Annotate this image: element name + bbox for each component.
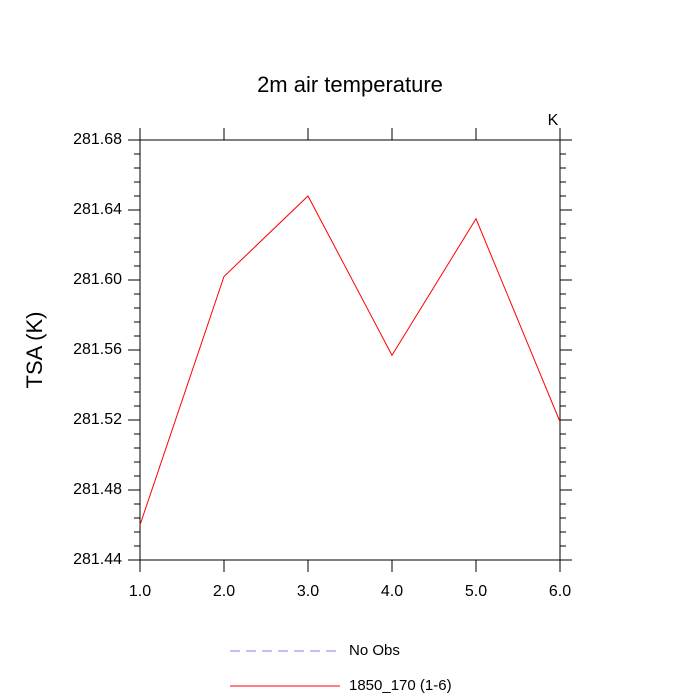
y-tick-label: 281.52 — [73, 411, 122, 428]
series-line — [139, 195, 561, 526]
x-tick-label: 1.0 — [129, 583, 151, 600]
legend-label: No Obs — [349, 642, 400, 659]
x-tick-label: 4.0 — [381, 583, 403, 600]
y-tick-label: 281.68 — [73, 131, 122, 148]
plot-frame — [139, 139, 561, 561]
y-tick-label: 281.56 — [73, 341, 122, 358]
units-label: K — [548, 112, 559, 129]
x-tick-label: 3.0 — [297, 583, 319, 600]
legend-label: 1850_170 (1-6) — [349, 677, 452, 694]
y-axis-label: TSA (K) — [22, 311, 47, 388]
chart-title: 2m air temperature — [257, 72, 443, 97]
y-tick-label: 281.44 — [73, 551, 122, 568]
x-tick-label: 2.0 — [213, 583, 235, 600]
x-tick-label: 6.0 — [549, 583, 571, 600]
y-tick-label: 281.48 — [73, 481, 122, 498]
x-tick-label: 5.0 — [465, 583, 487, 600]
y-tick-label: 281.64 — [73, 201, 122, 218]
y-tick-label: 281.60 — [73, 271, 122, 288]
